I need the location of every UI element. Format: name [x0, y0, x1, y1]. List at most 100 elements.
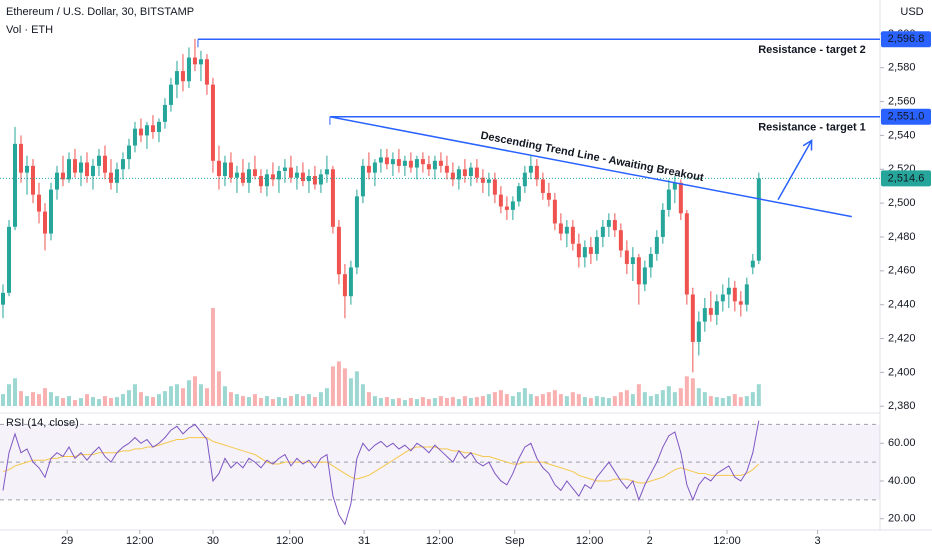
candle-body — [246, 169, 251, 183]
candle-body — [456, 169, 461, 180]
candle-body — [558, 223, 563, 234]
y-tick-label: 40.00 — [888, 475, 916, 487]
candle-body — [654, 236, 659, 254]
x-tick-label: 12:00 — [576, 535, 604, 547]
volume-bar — [246, 397, 251, 406]
candle-body — [324, 169, 329, 175]
volume-bar — [438, 396, 443, 406]
y-tick-label: 2,400 — [888, 366, 916, 378]
volume-bar — [234, 394, 239, 406]
volume-bar — [264, 396, 269, 406]
candle-body — [594, 236, 599, 254]
price-label: 2,596.8 — [888, 33, 925, 45]
trend-line — [329, 116, 852, 218]
volume-bar — [186, 380, 191, 406]
candle-body — [66, 159, 71, 180]
candle-body — [486, 179, 491, 183]
volume-bar — [114, 397, 119, 406]
volume-bar — [474, 397, 479, 406]
volume-bar — [564, 396, 569, 406]
y-tick-label: 2,480 — [888, 231, 916, 243]
volume-bar — [228, 392, 233, 406]
volume-bar — [66, 396, 71, 406]
volume-bar — [306, 394, 311, 406]
volume-bar — [84, 394, 89, 406]
candle-body — [330, 169, 335, 227]
candle-body — [204, 59, 209, 85]
y-tick-label: 2,540 — [888, 129, 916, 141]
volume-bar — [714, 397, 719, 406]
candle-body — [360, 165, 365, 197]
volume-bar — [108, 398, 113, 406]
candle-body — [342, 274, 347, 297]
volume-bar — [534, 396, 539, 406]
y-tick-label: 2,460 — [888, 265, 916, 277]
volume-bar — [258, 398, 263, 406]
volume-bar — [12, 378, 17, 406]
volume-bar — [60, 398, 65, 406]
volume-bar — [36, 394, 41, 406]
candle-body — [312, 176, 317, 185]
candle-body — [720, 294, 725, 302]
candle-body — [492, 179, 497, 195]
volume-bar — [672, 392, 677, 406]
candle-body — [588, 247, 593, 254]
candle-body — [132, 128, 137, 146]
volume-bar — [270, 399, 275, 406]
candle-body — [174, 71, 179, 85]
volume-bar — [456, 399, 461, 406]
candle-body — [198, 59, 203, 65]
candle-body — [390, 159, 395, 165]
candle-body — [300, 172, 305, 182]
candle-body — [540, 179, 545, 193]
candle-body — [420, 159, 425, 165]
candle-body — [714, 301, 719, 315]
candle-body — [738, 301, 743, 305]
volume-bar — [312, 397, 317, 406]
volume-bar — [174, 384, 179, 406]
candle-body — [348, 267, 353, 297]
candle-body — [606, 220, 611, 227]
candle-body — [48, 189, 53, 234]
x-tick-label: 29 — [61, 535, 73, 547]
y-tick-label: 2,380 — [888, 400, 916, 412]
y-tick-label: 2,420 — [888, 332, 916, 344]
volume-bar — [102, 396, 107, 406]
volume-bar — [198, 384, 203, 406]
volume-bar — [144, 396, 149, 406]
volume-bar — [222, 386, 227, 406]
candle-body — [90, 165, 95, 177]
volume-bar — [72, 400, 77, 406]
candle-body — [282, 167, 287, 171]
volume-bar — [288, 396, 293, 406]
arrow-head — [802, 139, 813, 151]
candle-body — [252, 169, 257, 177]
volume-bar — [576, 394, 581, 406]
candle-body — [288, 167, 293, 178]
candle-body — [306, 176, 311, 182]
volume-bar — [162, 391, 167, 406]
candle-body — [294, 172, 299, 178]
candle-body — [78, 162, 83, 173]
volume-bar — [636, 384, 641, 406]
volume-bar — [690, 378, 695, 406]
x-tick-label: Sep — [505, 535, 525, 547]
volume-bar — [744, 396, 749, 406]
volume-bar — [528, 394, 533, 406]
price-box — [881, 108, 931, 125]
candle-body — [0, 292, 5, 305]
volume-bar — [120, 394, 125, 406]
candle-body — [210, 84, 215, 161]
volume-bar — [324, 388, 329, 406]
candle-body — [228, 162, 233, 178]
volume-bar — [138, 392, 143, 406]
candle-body — [426, 164, 431, 170]
candle-body — [192, 57, 197, 65]
candle-body — [636, 257, 641, 285]
volume-bar — [384, 397, 389, 406]
candle-body — [438, 160, 443, 166]
volume-bar — [276, 397, 281, 406]
volume-bar — [480, 396, 485, 406]
volume-bar — [552, 390, 557, 406]
